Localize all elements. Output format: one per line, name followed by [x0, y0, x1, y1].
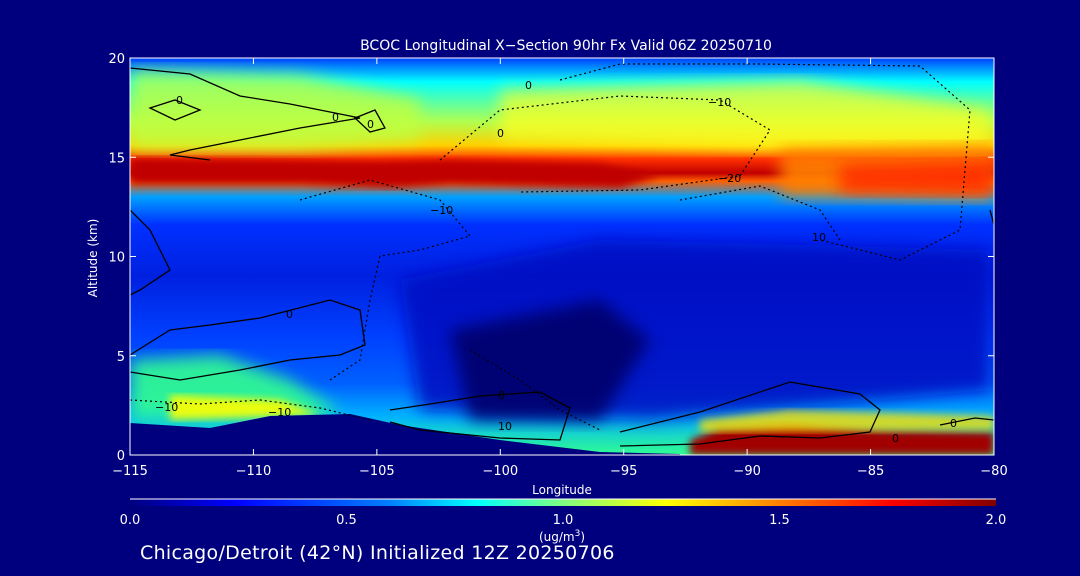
colorbar-unit: (ug/m3): [539, 529, 585, 544]
y-tick-label: 5: [117, 350, 125, 365]
deep-blue-core: [450, 300, 650, 420]
contours-solid: [130, 67, 994, 447]
contour-label: 0: [286, 308, 293, 321]
contour-label: 0: [498, 389, 505, 402]
y-axis: 0 5 10 15 20: [108, 52, 994, 464]
upper-red-band: [130, 158, 660, 188]
y-tick-label: 15: [108, 151, 125, 166]
x-tick-label: −80: [980, 464, 1007, 479]
colorbar-tick-label: 2.0: [986, 513, 1007, 528]
colorbar-tick-label: 0.0: [120, 513, 141, 528]
contour-label: 0: [367, 118, 374, 131]
contour-label: 0: [525, 79, 532, 92]
x-tick-label: −100: [482, 464, 518, 479]
chart-title: BCOC Longitudinal X−Section 90hr Fx Vali…: [360, 38, 772, 54]
x-tick-label: −85: [857, 464, 884, 479]
contour-label: 0: [497, 127, 504, 140]
contour-label: −20: [718, 172, 741, 185]
upper-red-right: [840, 160, 994, 195]
contour-label: −10: [268, 406, 291, 419]
contour-label: 0: [892, 432, 899, 445]
plot-area: 0 0 0 0 0 0 0 0 0 −10 −10 −10 −10 −20 10…: [130, 58, 994, 455]
contour-label: 0: [332, 111, 339, 124]
upper-yellow-left: [130, 70, 420, 150]
colorbar-tick-label: 1.5: [769, 513, 790, 528]
contour-label: −10: [708, 96, 731, 109]
y-tick-label: 10: [108, 251, 125, 266]
y-tick-label: 0: [117, 449, 125, 464]
lower-left-yellow: [170, 395, 320, 420]
contour-label: 0: [176, 94, 183, 107]
x-tick-label: −110: [236, 464, 272, 479]
x-tick-label: −95: [610, 464, 637, 479]
y-axis-label: Altitude (km): [86, 219, 100, 298]
contours-dotted: [130, 63, 971, 431]
contour-label: −10: [155, 401, 178, 414]
terrain: [130, 414, 680, 455]
upper-yellow-right: [500, 80, 990, 150]
x-axis-label: Longitude: [532, 483, 592, 497]
footer-caption: Chicago/Detroit (42°N) Initialized 12Z 2…: [140, 542, 615, 564]
x-axis: −115 −110 −105 −100 −95 −90 −85 −80: [112, 58, 1008, 479]
contour-label: 10: [812, 231, 826, 244]
lower-right-red: [690, 424, 994, 455]
contour-label: −10: [430, 204, 453, 217]
colorbar-tick-label: 1.0: [553, 513, 574, 528]
lower-right-yellow: [700, 410, 994, 432]
contour-label: 0: [950, 417, 957, 430]
colorbar: [130, 499, 996, 506]
colorbar-tick-label: 0.5: [336, 513, 357, 528]
x-tick-label: −115: [112, 464, 148, 479]
contour-label: 10: [498, 420, 512, 433]
x-tick-label: −105: [359, 464, 395, 479]
colorbar-ticks: 0.0 0.5 1.0 1.5 2.0: [120, 513, 1007, 528]
y-tick-label: 20: [108, 52, 125, 67]
x-tick-label: −90: [733, 464, 760, 479]
